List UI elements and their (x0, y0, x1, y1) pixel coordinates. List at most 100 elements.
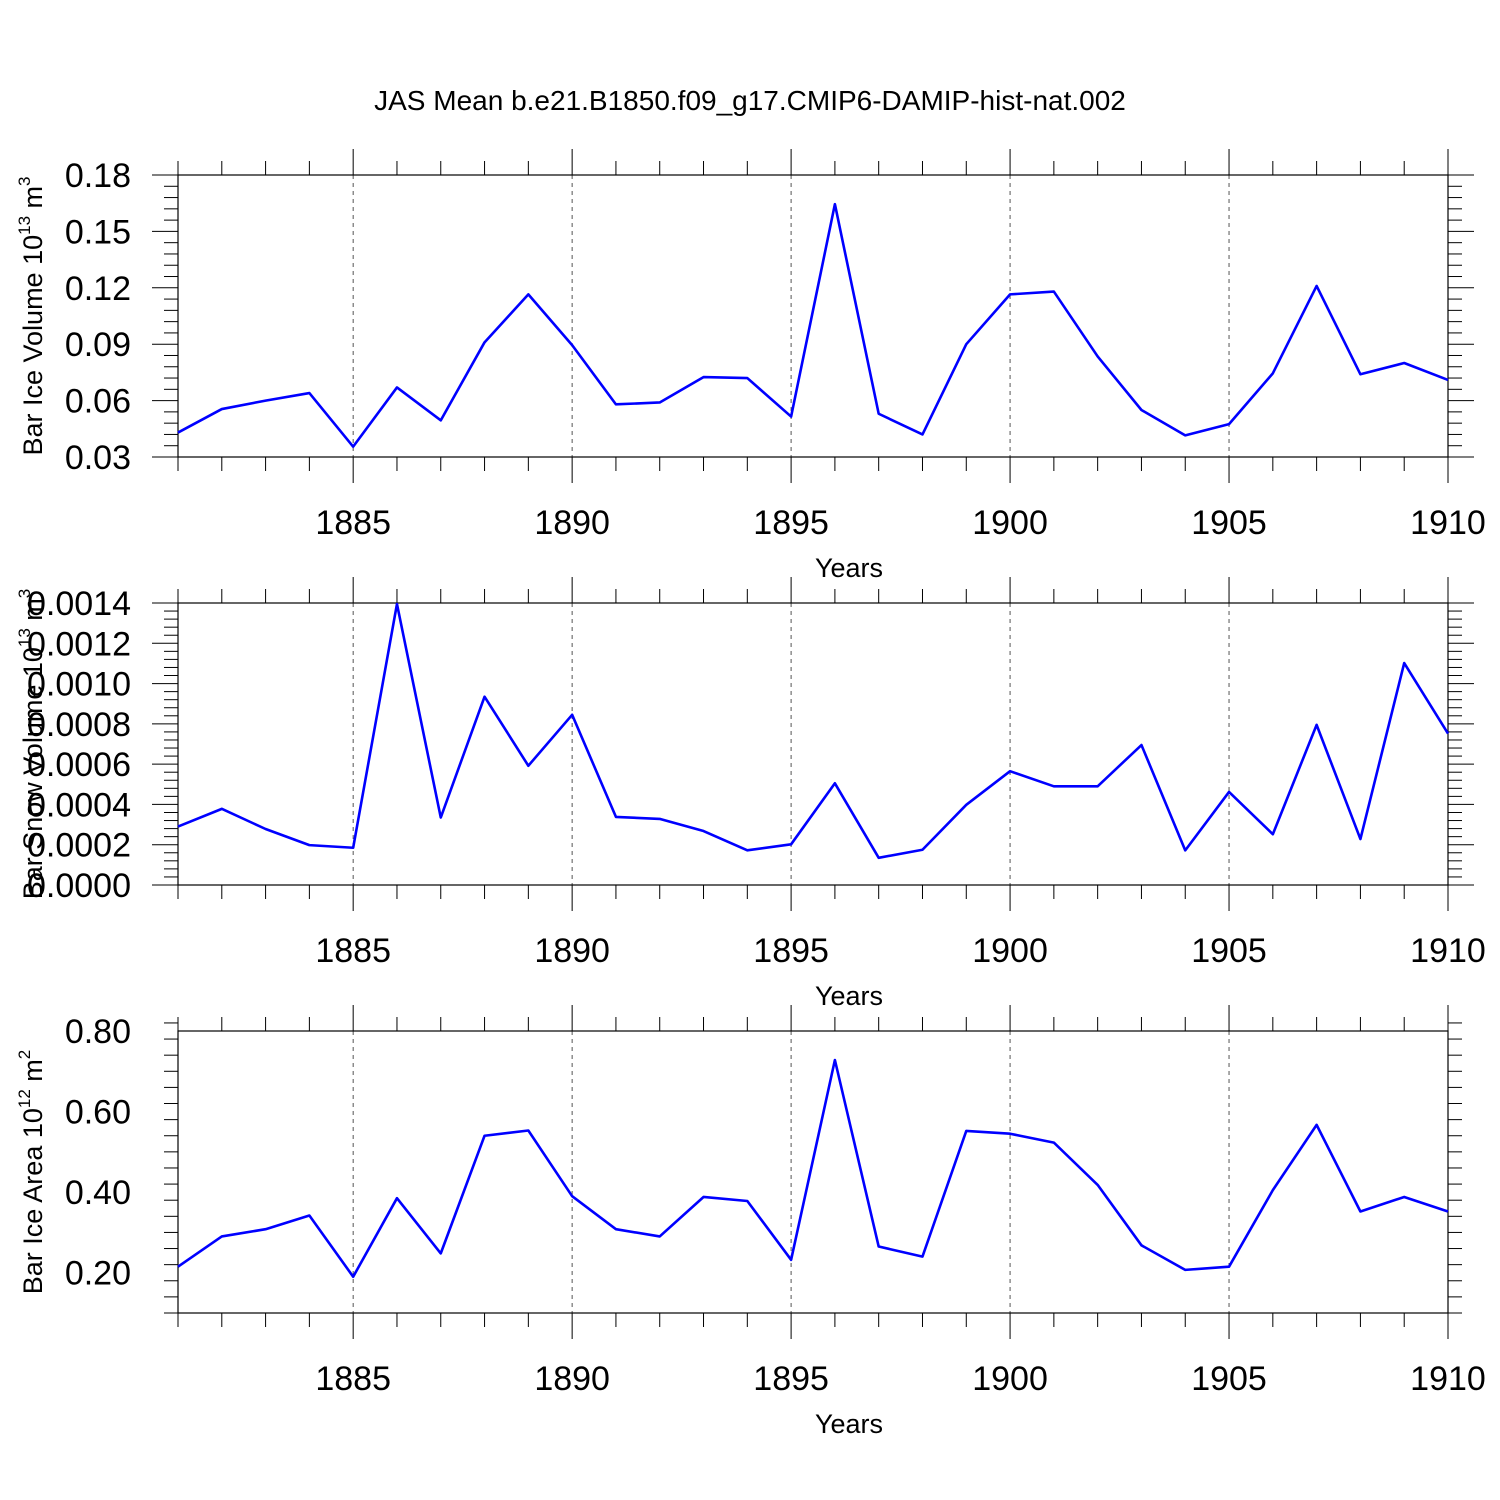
snow-volume-point-1909 (1403, 662, 1405, 664)
snow-volume-point-1889 (527, 765, 529, 767)
ice-volume-point-1885 (352, 445, 354, 447)
ice-volume-point-1903 (1140, 409, 1142, 411)
ice-area-x-axis-label: Years (815, 1409, 883, 1439)
ice-volume-point-1909 (1403, 362, 1405, 364)
ice-area-series-line (177, 1058, 1449, 1279)
snow-volume-xtick-label-1900: 1900 (972, 932, 1048, 970)
ice-area-ytick-label-0.80: 0.80 (65, 1013, 131, 1051)
ice-area-xtick-label-1885: 1885 (315, 1360, 391, 1398)
snow-volume-ytick-label-0.0000: 0.0000 (27, 867, 131, 905)
snow-volume-point-1887 (440, 816, 442, 818)
snow-volume-point-1900 (1009, 770, 1011, 772)
ice-area-point-1910 (1447, 1210, 1449, 1212)
ice-area-point-1886 (396, 1197, 398, 1199)
ice-volume-ytick-label-0.06: 0.06 (65, 383, 131, 421)
ice-volume-y-axis-label-unit: m (18, 186, 48, 216)
snow-volume-point-1884 (308, 844, 310, 846)
ice-area-xtick-label-1890: 1890 (534, 1360, 610, 1398)
ice-area-point-1899 (965, 1130, 967, 1132)
snow-volume-ytick-label-0.0008: 0.0008 (27, 706, 131, 744)
ice-volume-point-1908 (1359, 373, 1361, 375)
snow-volume-point-1907 (1315, 724, 1317, 726)
ice-area-xtick-label-1900: 1900 (972, 1360, 1048, 1398)
snow-volume-point-1906 (1272, 833, 1274, 835)
ice-area-point-1906 (1272, 1189, 1274, 1191)
snow-volume-ytick-label-0.0012: 0.0012 (27, 625, 131, 663)
snow-volume-point-1891 (615, 816, 617, 818)
snow-volume-point-1895 (790, 843, 792, 845)
ice-volume-point-1894 (746, 377, 748, 379)
ice-area-point-1891 (615, 1228, 617, 1230)
snow-volume-point-1902 (1096, 785, 1098, 787)
snow-volume-point-1888 (483, 695, 485, 697)
ice-volume-point-1881 (177, 431, 179, 433)
ice-volume-point-1895 (790, 415, 792, 417)
snow-volume-point-1892 (659, 818, 661, 820)
ice-volume-point-1889 (527, 293, 529, 295)
snow-volume-point-1882 (221, 808, 223, 810)
snow-volume-point-1886 (396, 603, 398, 605)
ice-area-point-1889 (527, 1129, 529, 1131)
ice-volume-xtick-label-1890: 1890 (534, 504, 610, 542)
ice-area-point-1898 (921, 1255, 923, 1257)
ice-area-point-1885 (352, 1276, 354, 1278)
ice-area-point-1892 (659, 1235, 661, 1237)
ice-volume-point-1888 (483, 341, 485, 343)
ice-area-plot-border (177, 1030, 1449, 1314)
snow-volume-ytick-label-0.0010: 0.0010 (27, 666, 131, 704)
snow-volume-point-1910 (1447, 732, 1449, 734)
ice-area-xtick-label-1905: 1905 (1191, 1360, 1267, 1398)
ice-area-point-1907 (1315, 1124, 1317, 1126)
panel-ice-volume: 1885 1890 1895 1900 1905 1910 0.03 0.06 0.09 0.12… (15, 149, 1486, 583)
ice-area-xtick-label-1910: 1910 (1410, 1360, 1486, 1398)
ice-area-xtick-label-1895: 1895 (753, 1360, 829, 1398)
snow-volume-point-1883 (264, 828, 266, 830)
snow-volume-point-1897 (877, 857, 879, 859)
ice-volume-point-1910 (1447, 379, 1449, 381)
ice-volume-xtick-label-1895: 1895 (753, 504, 829, 542)
ice-volume-point-1907 (1315, 285, 1317, 287)
ice-area-point-1905 (1228, 1265, 1230, 1267)
ice-volume-xtick-label-1900: 1900 (972, 504, 1048, 542)
snow-volume-y-axis-label-exp: 13 (15, 628, 34, 647)
ice-area-ytick-label-0.20: 0.20 (65, 1255, 131, 1293)
snow-volume-y-axis-label: Bar Snow Volume 1013 m3 (15, 589, 48, 900)
ice-volume-y-axis-label: Bar Ice Volume 1013 m3 (15, 176, 48, 455)
ice-volume-y-axis-label-exp: 13 (15, 216, 34, 235)
ice-area-point-1888 (483, 1135, 485, 1137)
ice-volume-point-1882 (221, 408, 223, 410)
snow-volume-xtick-label-1910: 1910 (1410, 932, 1486, 970)
ice-volume-point-1902 (1096, 355, 1098, 357)
ice-volume-ytick-label-0.15: 0.15 (65, 213, 131, 251)
snow-volume-plot-border (177, 602, 1449, 886)
snow-volume-point-1898 (921, 849, 923, 851)
snow-volume-point-1890 (571, 714, 573, 716)
snow-volume-y-axis-label-main: Bar Snow Volume 10 (18, 647, 48, 899)
snow-volume-y-axis-label-unit: m (18, 598, 48, 628)
ice-volume-point-1900 (1009, 293, 1011, 295)
snow-volume-point-1905 (1228, 791, 1230, 793)
ice-area-point-1909 (1403, 1196, 1405, 1198)
ice-volume-xtick-label-1885: 1885 (315, 504, 391, 542)
panel-ice-area: 1885 1890 1895 1900 1905 1910 0.20 0.40 0.60 0.80… (15, 1005, 1486, 1439)
ice-area-point-1894 (746, 1200, 748, 1202)
ice-volume-point-1904 (1184, 434, 1186, 436)
ice-volume-point-1905 (1228, 423, 1230, 425)
ice-volume-point-1884 (308, 392, 310, 394)
ice-volume-point-1892 (659, 401, 661, 403)
ice-volume-xtick-label-1910: 1910 (1410, 504, 1486, 542)
ice-volume-point-1890 (571, 344, 573, 346)
ice-area-point-1900 (1009, 1133, 1011, 1135)
ice-area-y-axis-label-exp: 12 (15, 1089, 34, 1108)
ice-area-point-1881 (177, 1265, 179, 1267)
ice-volume-point-1887 (440, 419, 442, 421)
snow-volume-x-axis-label: Years (815, 981, 883, 1011)
ice-area-point-1893 (702, 1196, 704, 1198)
ice-volume-ytick-label-0.03: 0.03 (65, 439, 131, 477)
ice-area-y-axis-label-unit-exp: 2 (15, 1050, 34, 1059)
ice-area-point-1884 (308, 1214, 310, 1216)
ice-volume-ytick-label-0.09: 0.09 (65, 326, 131, 364)
snow-volume-xtick-label-1890: 1890 (534, 932, 610, 970)
snow-volume-ytick-label-0.0002: 0.0002 (27, 827, 131, 865)
